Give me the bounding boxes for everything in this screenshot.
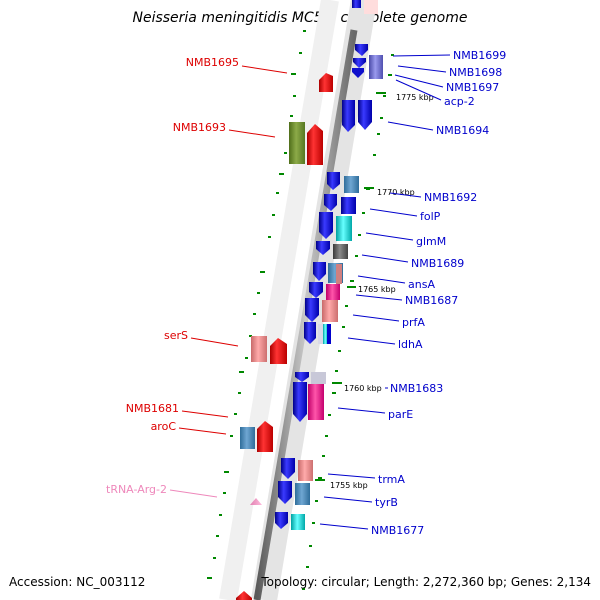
- gene-shape: [336, 264, 342, 284]
- gene-shape: [236, 591, 252, 600]
- gene-shape-sers-a: [251, 336, 267, 362]
- gene-shape-aroc: [257, 421, 273, 452]
- gene-label-sers[interactable]: serS: [164, 329, 188, 342]
- gene-label-ldha[interactable]: ldhA: [398, 338, 423, 351]
- gene-label-trma[interactable]: trmA: [378, 473, 405, 486]
- gene-shape-nmb1693: [307, 124, 323, 165]
- gene-label-prfa[interactable]: prfA: [402, 316, 425, 329]
- kbp-marker: 1755 kbp: [330, 481, 368, 490]
- gene-shape-folp: [341, 197, 356, 214]
- gene-label-acp-2[interactable]: acp-2: [444, 95, 475, 108]
- gene-shape: [316, 241, 330, 255]
- kbp-marker: 1775 kbp: [396, 93, 434, 102]
- gene-label-nmb1694[interactable]: NMB1694: [436, 124, 489, 137]
- gene-label-tyrb[interactable]: tyrB: [375, 496, 398, 509]
- gene-shape-nmb1687: [326, 284, 340, 300]
- genome-title: Neisseria meningitidis MC58, complete ge…: [132, 10, 467, 26]
- gene-shape-pare-a: [293, 382, 307, 422]
- gene-shape-nmb1677-a: [275, 512, 288, 529]
- gene-shape-glmm: [336, 216, 352, 241]
- gene-shape-ldha-a: [304, 322, 316, 344]
- gene-shape-nmb1698: [353, 58, 366, 68]
- gene-label-glmm[interactable]: glmM: [416, 235, 446, 248]
- tick-row-reverse: [207, 30, 306, 579]
- kbp-marker: 1760 kbp: [344, 384, 382, 393]
- gene-shape-nmb1677: [291, 514, 305, 530]
- gene-shape-trma-a: [281, 458, 295, 479]
- left-labels: NMB1695 NMB1693 serS NMB1681 aroC tRNA-A…: [106, 56, 288, 498]
- kbp-markers: 1775 kbp 1770 kbp 1765 kbp 1760 kbp 1755…: [315, 92, 434, 490]
- gene-shape-nmb1683: [311, 372, 326, 384]
- gene-shape-nmb1694-b: [358, 100, 372, 130]
- gene-shape: [333, 244, 348, 259]
- gene-shape-nmb1681: [240, 427, 255, 449]
- gene-shape-glmm-a: [319, 212, 333, 239]
- gene-shape-nmb1683-a: [295, 372, 309, 382]
- gene-label-nmb1698[interactable]: NMB1698: [449, 66, 502, 79]
- forward-genes: [275, 0, 383, 530]
- gene-shape-nmb1693-a: [289, 122, 305, 164]
- gene-shape-nmb1694-a: [342, 100, 355, 132]
- gene-label-nmb1695[interactable]: NMB1695: [186, 56, 239, 69]
- gene-shape-nmb1699: [355, 44, 368, 56]
- gene-label-trna-arg-2[interactable]: tRNA-Arg-2: [106, 483, 167, 496]
- gene-shape-nmb1692: [327, 172, 340, 190]
- gene-shape-acp-2: [369, 55, 383, 79]
- gene-label-nmb1683[interactable]: NMB1683: [390, 382, 443, 395]
- gene-shape-tyrb: [295, 483, 310, 505]
- reverse-strand-band: [219, 0, 339, 600]
- gene-shape-nmb1687-a: [309, 282, 323, 298]
- gene-label-aroc[interactable]: aroC: [151, 420, 177, 433]
- gene-shape-tyrb-a: [278, 481, 292, 504]
- gene-shape: [318, 324, 324, 344]
- gene-shape: [352, 0, 361, 8]
- gene-shape: [364, 0, 378, 14]
- kbp-marker: 1765 kbp: [358, 285, 396, 294]
- gene-shape-prfa: [322, 300, 338, 322]
- gene-shape-trna-arg-2: [250, 498, 262, 505]
- gene-label-pare[interactable]: parE: [388, 408, 413, 421]
- accession-text: Accession: NC_003112: [9, 575, 145, 589]
- gene-label-ansa[interactable]: ansA: [408, 278, 435, 291]
- gene-label-nmb1677[interactable]: NMB1677: [371, 524, 424, 537]
- gene-label-nmb1693[interactable]: NMB1693: [173, 121, 226, 134]
- gene-label-nmb1699[interactable]: NMB1699: [453, 49, 506, 62]
- gene-shape-pare: [308, 384, 324, 420]
- gene-shape-nmb1697: [352, 68, 364, 78]
- gene-shape-folp-a: [324, 194, 337, 211]
- kbp-marker: 1770 kbp: [377, 188, 415, 197]
- gene-shape-nmb1695: [319, 73, 333, 92]
- gene-label-nmb1692[interactable]: NMB1692: [424, 191, 477, 204]
- gene-shape-ldha: [323, 324, 328, 344]
- gene-label-folp[interactable]: folP: [420, 210, 441, 223]
- gene-shape-nmb1692-b: [344, 176, 359, 193]
- right-labels: NMB1699 NMB1698 NMB1697 acp-2 NMB1694 NM…: [319, 49, 506, 537]
- reverse-genes: [236, 73, 333, 600]
- gene-label-nmb1697[interactable]: NMB1697: [446, 81, 499, 94]
- gene-shape-prfa-a: [305, 298, 319, 322]
- gene-shape-nmb1689: [313, 262, 326, 281]
- gene-shape-trma: [298, 460, 313, 481]
- gene-label-nmb1687[interactable]: NMB1687: [405, 294, 458, 307]
- topology-text: Topology: circular; Length: 2,272,360 bp…: [260, 575, 591, 589]
- gene-shape-sers: [270, 338, 287, 364]
- gene-label-nmb1689[interactable]: NMB1689: [411, 257, 464, 270]
- gene-shape: [327, 324, 331, 344]
- gene-label-nmb1681[interactable]: NMB1681: [126, 402, 179, 415]
